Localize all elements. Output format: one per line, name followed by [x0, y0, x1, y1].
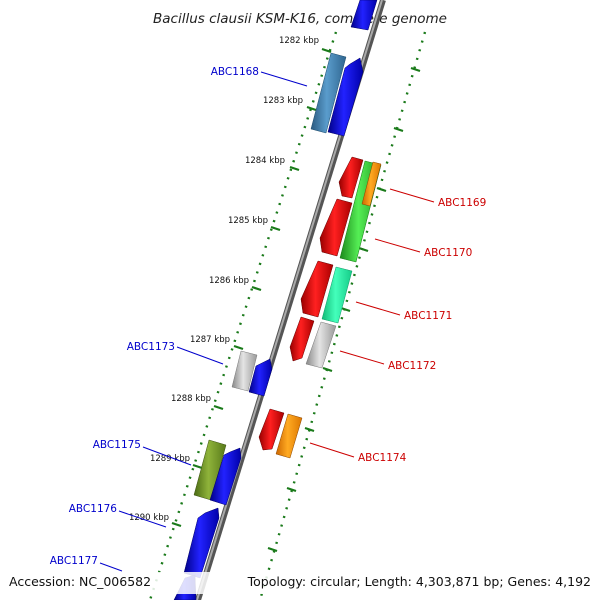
gene-arrow-red[interactable]	[289, 316, 315, 362]
kbp-label: 1286 kbp	[209, 276, 249, 286]
gene-block-steelblue[interactable]	[310, 52, 347, 134]
gene-labels-right: ABC1169 ABC1170 ABC1171 ABC1172 ABC1174	[358, 197, 486, 464]
map-title: Bacillus clausii KSM-K16, complete genom…	[153, 11, 447, 27]
topology-text: Topology: circular; Length: 4,303,871 bp…	[247, 574, 591, 589]
accession-text: Accession: NC_006582	[9, 574, 151, 589]
gene-block-orange[interactable]	[361, 161, 382, 207]
gene-label-abc1172[interactable]: ABC1172	[388, 360, 436, 372]
gene-label-abc1168[interactable]: ABC1168	[211, 66, 259, 78]
kbp-label: 1290 kbp	[129, 513, 169, 523]
gene-label-abc1169[interactable]: ABC1169	[438, 197, 486, 209]
kbp-label: 1283 kbp	[263, 96, 303, 106]
gene-arrow-blue[interactable]	[327, 57, 364, 137]
gene-arrow-red[interactable]	[319, 198, 353, 257]
gene-label-abc1171[interactable]: ABC1171	[404, 310, 452, 322]
kbp-label: 1289 kbp	[150, 454, 190, 464]
kbp-label: 1285 kbp	[228, 216, 268, 226]
kbp-scale-labels: 1282 kbp 1283 kbp 1284 kbp 1285 kbp 1286…	[129, 36, 319, 523]
gene-labels-left: ABC1168 ABC1173 ABC1175 ABC1176 ABC1177	[50, 66, 259, 567]
gene-label-abc1170[interactable]: ABC1170	[424, 247, 472, 259]
gene-arrow-blue[interactable]	[248, 358, 273, 397]
gene-block-orange[interactable]	[275, 413, 303, 459]
gene-arrow-blue[interactable]	[350, 0, 378, 31]
gene-features	[173, 0, 382, 600]
gene-label-abc1175[interactable]: ABC1175	[93, 439, 141, 451]
kbp-label: 1288 kbp	[171, 394, 211, 404]
gene-arrow-red[interactable]	[258, 408, 285, 451]
gene-arrow-red[interactable]	[300, 260, 334, 318]
gene-label-abc1176[interactable]: ABC1176	[69, 503, 118, 515]
inner-major-ticks	[171, 47, 332, 528]
gene-label-abc1174[interactable]: ABC1174	[358, 452, 407, 464]
gene-label-abc1177[interactable]: ABC1177	[50, 555, 98, 567]
gene-arrow-blue[interactable]	[209, 447, 242, 506]
gene-block-silver[interactable]	[305, 321, 337, 369]
kbp-label: 1284 kbp	[245, 156, 285, 166]
gene-block-aquamarine[interactable]	[321, 266, 353, 324]
inner-tick-track	[148, 31, 338, 600]
gene-label-abc1173[interactable]: ABC1173	[127, 341, 175, 353]
outer-major-ticks	[267, 66, 421, 553]
gene-block-silver[interactable]	[231, 350, 258, 392]
gene-arrow-red[interactable]	[338, 156, 364, 199]
kbp-label: 1287 kbp	[190, 335, 230, 345]
kbp-label: 1282 kbp	[279, 36, 319, 46]
label-leader-lines	[99, 71, 435, 572]
